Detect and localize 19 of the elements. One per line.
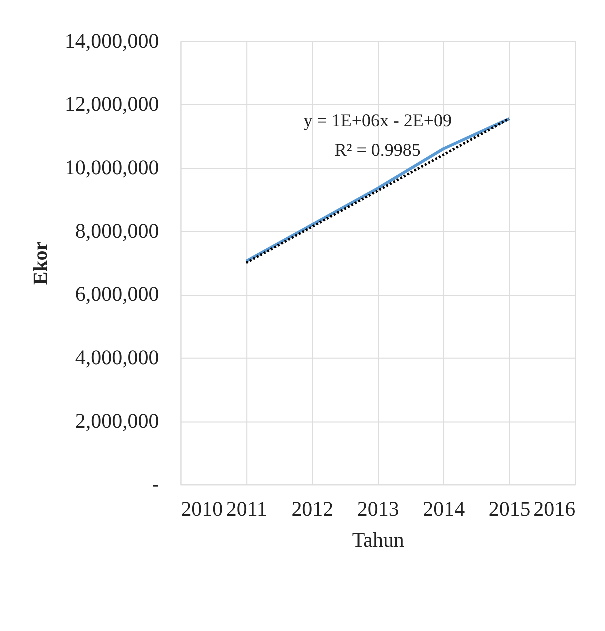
y-tick-label: 6,000,000 [75, 282, 160, 306]
x-tick-label: 2010 [181, 497, 224, 522]
x-tick-label: 2016 [534, 497, 576, 522]
y-tick-label: 10,000,000 [64, 156, 160, 180]
y-tick-label: 4,000,000 [75, 346, 160, 370]
x-tick-label: 2011 [226, 497, 268, 522]
y-tick-label: 12,000,000 [64, 92, 160, 116]
annotation: R² = 0.9985 [334, 140, 421, 160]
y-tick-label: 8,000,000 [75, 218, 160, 243]
x-tick-label: 2012 [292, 497, 334, 522]
x-tick-label: 2014 [423, 497, 466, 522]
y-tick-label: - [152, 472, 160, 496]
x-axis-title: Tahun [352, 528, 405, 552]
y-axis-title: Ekor [30, 242, 52, 286]
x-tick-label: 2013 [357, 497, 400, 522]
y-tick-label: 14,000,000 [64, 28, 160, 53]
annotation: y = 1E+06x - 2E+09 [304, 110, 452, 130]
x-tick-label: 2015 [488, 497, 531, 522]
y-tick-label: 2,000,000 [75, 408, 160, 433]
